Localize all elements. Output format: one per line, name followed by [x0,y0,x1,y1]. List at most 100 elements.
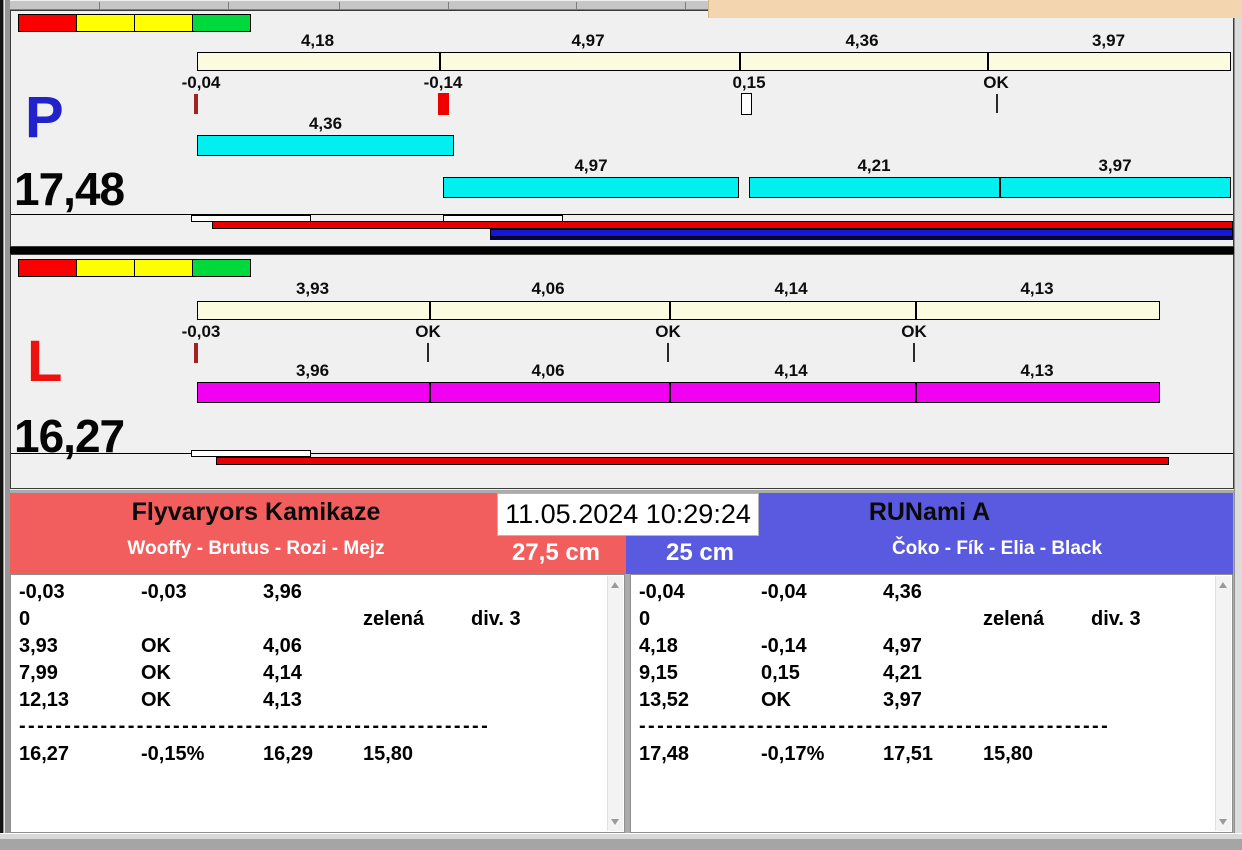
start-label: 0,15 [732,73,766,92]
table-cell: 4,97 [883,635,922,657]
table-cell: -0,03 [141,581,187,603]
ok-change-marker [667,343,669,362]
vertical-scrollbar[interactable] [1215,576,1231,831]
split-divider [915,301,917,320]
table-row: 0 zelená div. 3 [19,606,606,633]
top-scrollbar[interactable] [0,0,708,10]
blue-progress-bar [490,229,1233,237]
split-label: 3,93 [295,279,330,298]
status-light-yellow [134,14,193,32]
table-cell: 3,93 [19,635,58,657]
progress-track-line [11,453,1233,454]
scroll-down-icon[interactable] [611,819,619,825]
taskbar-strip [0,839,1242,850]
lane-panel-l: 3,93 4,06 4,14 4,13 -0,03 OK OK OK 3,96 … [10,254,1234,489]
jump-height: 27,5 cm [511,539,601,566]
run-label: 3,97 [1098,156,1132,175]
table-cell: 0 [639,608,651,630]
results-rows: -0,03 -0,03 3,96 0 zelená div. 3 3,93 OK 4,06 7,9… [19,579,606,830]
table-cell: -0,04 [761,581,807,603]
table-cell [363,579,471,606]
table-cell [761,606,883,633]
table-cell [141,606,263,633]
table-cell: -0,04 [639,581,685,603]
teams-section: Flyvaryors Kamikaze Wooffy - Brutus - Ro… [10,490,1234,833]
scroll-up-icon[interactable] [1219,582,1227,588]
table-cell: 15,80 [983,743,1034,765]
status-light-green [192,14,251,32]
run-label: 4,13 [1020,361,1054,380]
run-label: 4,97 [574,156,608,175]
navy-progress-bar [490,237,1233,240]
run-bar-finished [197,382,1160,403]
table-row: 17,48 -0,17% 17,51 15,80 [639,741,1214,768]
progress-track-line [11,214,1233,215]
scrollbar-tick [576,2,577,10]
table-cell: -0,15% [141,743,205,765]
table-cell [471,660,606,687]
table-cell: 4,06 [263,635,302,657]
scroll-down-icon[interactable] [1219,819,1227,825]
table-cell [471,579,606,606]
table-cell [1091,741,1214,768]
table-cell: -0,14 [761,635,807,657]
table-row: 16,27 -0,15% 16,29 15,80 [19,741,606,768]
table-cell: 4,36 [883,581,922,603]
table-cell: 4,13 [263,689,302,711]
split-divider [669,382,671,403]
split-label: 4,13 [1020,279,1054,298]
table-cell: 0,15 [761,662,800,684]
table-cell: 3,96 [263,581,302,603]
table-cell: div. 3 [1091,608,1141,630]
table-row: 4,18 -0,14 4,97 [639,633,1214,660]
status-light-yellow [76,14,135,32]
table-cell: 13,52 [639,689,690,711]
table-cell: OK [141,635,171,657]
status-light-green [192,259,251,277]
table-cell: 15,80 [363,743,414,765]
scrollbar-tick [228,2,229,10]
table-cell: 12,13 [19,689,70,711]
early-change-marker [438,93,449,115]
split-label: 4,14 [774,279,808,298]
red-progress-bar [216,457,1169,465]
vertical-scrollbar[interactable] [607,576,623,831]
table-cell [983,660,1091,687]
scrollbar-tick [99,2,100,10]
split-bar [197,301,1160,320]
start-label: OK [983,73,1009,92]
start-label: -0,03 [181,322,221,341]
run-label: 3,96 [295,361,330,380]
start-lights [18,259,251,277]
red-progress-bar [212,221,1233,229]
table-row: 7,99 OK 4,14 [19,660,606,687]
status-light-yellow [76,259,135,277]
right-window-edge [1234,18,1242,833]
lane-letter-p: P [25,85,64,150]
team-name: RUNami A [868,498,991,526]
lane-total-time: 16,27 [14,410,125,462]
results-table-left[interactable]: -0,03 -0,03 3,96 0 zelená div. 3 3,93 OK 4,06 7,9… [10,574,625,833]
table-cell: zelená [363,608,425,630]
run-bar [749,177,1231,198]
start-marker [194,94,198,114]
table-cell [471,741,606,768]
scroll-up-icon[interactable] [611,582,619,588]
ok-change-marker [996,94,998,113]
table-row: 13,52 OK 3,97 [639,687,1214,714]
lane-panel-p: 4,18 4,97 4,36 3,97 -0,04 -0,14 0,15 OK … [10,10,1234,247]
table-cell: OK [141,689,171,711]
results-table-right[interactable]: -0,04 -0,04 4,36 0 zelená div. 3 4,18 -0,14 4,97… [630,574,1233,833]
table-cell [263,606,363,633]
table-cell: -0,03 [19,581,65,603]
split-divider [999,177,1001,198]
table-cell: OK [141,662,171,684]
start-label: -0,14 [423,73,463,92]
split-divider [739,52,741,71]
separator-dashes: ----------------------------------------… [639,715,1111,737]
start-marker [194,343,198,363]
table-cell: zelená [983,608,1045,630]
ok-change-marker [427,343,429,362]
split-label: 4,06 [531,279,565,298]
table-cell: 9,15 [639,662,678,684]
